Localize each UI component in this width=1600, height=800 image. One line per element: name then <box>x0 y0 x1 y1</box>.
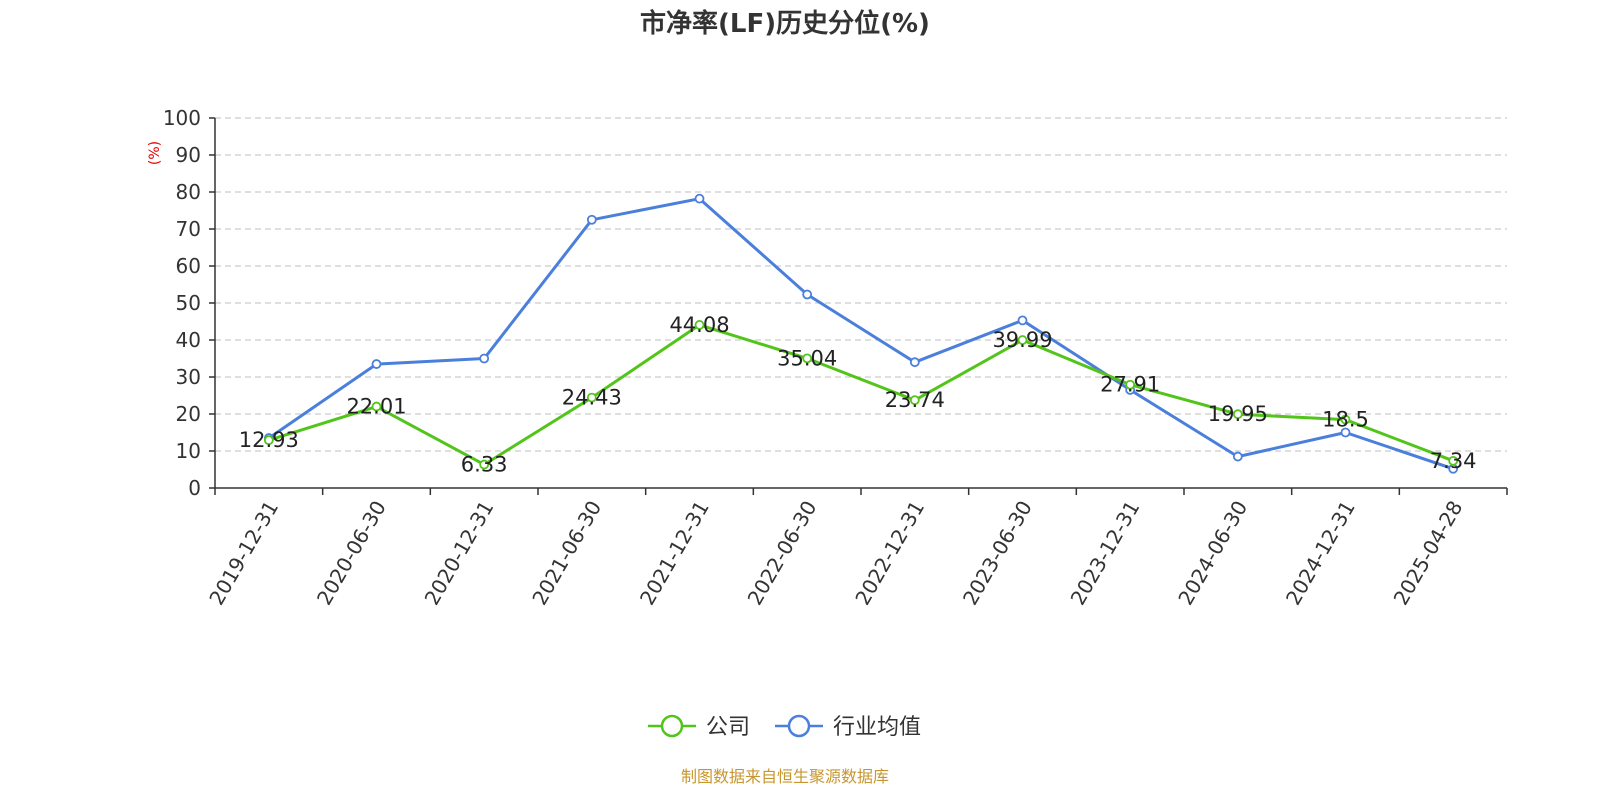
series-1-point-5 <box>802 289 813 300</box>
series-0-point-8 <box>1125 379 1136 390</box>
data-label-6: 23.74 <box>885 388 945 412</box>
x-tick-label-2021-06-30: 2021-06-30 <box>527 497 606 610</box>
y-tick-label-50: 50 <box>176 291 201 315</box>
y-tick-label-40: 40 <box>176 328 201 352</box>
legend: 公司 行业均值 <box>648 714 921 740</box>
legend-label-0: 公司 <box>706 715 750 740</box>
series-1-point-1 <box>371 359 382 369</box>
series-0-point-5 <box>802 353 813 364</box>
series-0-point-0 <box>263 435 274 446</box>
series-1-point-10 <box>1340 427 1351 438</box>
legend-marker-1 <box>787 714 811 738</box>
data-labels: 12.93 22.01 6.33 24.43 44.08 35.04 23.74 39.99 2… <box>239 313 1477 477</box>
series-1-point-2 <box>479 353 490 364</box>
x-axis-ticks: 2019-12-31 2020-06-30 2020-12-31 2021-06-30… <box>204 488 1508 610</box>
x-tick-label-2022-12-31: 2022-12-31 <box>850 496 929 609</box>
data-label-8: 27.91 <box>1100 373 1160 397</box>
y-tick-label-70: 70 <box>176 217 201 241</box>
x-tick-label-2021-12-31: 2021-12-31 <box>635 497 714 610</box>
x-tick-label-2024-06-30: 2024-06-30 <box>1173 497 1252 610</box>
series-0-point-7 <box>1017 335 1028 345</box>
x-tick-label-2020-12-31: 2020-12-31 <box>420 496 499 609</box>
data-label-3: 24.43 <box>562 386 622 410</box>
series-0-point-3 <box>586 392 597 403</box>
series-1-point-6 <box>909 357 920 368</box>
series-0-point-9 <box>1232 409 1243 420</box>
series-0-point-1 <box>371 401 382 412</box>
y-tick-label-100: 100 <box>163 106 201 130</box>
y-tick-label-10: 10 <box>176 439 201 463</box>
chart-title: 市净率(LF)历史分位(%) <box>640 8 930 39</box>
y-tick-label-60: 60 <box>176 254 201 278</box>
series-1-point-3 <box>586 214 597 225</box>
series-0-point-2 <box>479 459 490 470</box>
y-axis-ticks: 0 10 20 30 40 50 60 70 80 90 100 <box>163 106 215 500</box>
legend-marker-0 <box>660 714 684 738</box>
series-1-point-9 <box>1232 451 1243 462</box>
x-tick-label-2022-06-30: 2022-06-30 <box>743 497 822 610</box>
y-tick-label-0: 0 <box>188 476 201 500</box>
data-label-4: 44.08 <box>669 313 729 337</box>
series-0-point-10 <box>1340 414 1351 425</box>
source-note: 制图数据来自恒生聚源数据库 <box>681 767 889 786</box>
y-axis-unit-label: (%) <box>147 141 163 165</box>
x-tick-label-2019-12-31: 2019-12-31 <box>204 497 283 610</box>
x-tick-label-2020-06-30: 2020-06-30 <box>312 497 391 610</box>
data-label-10: 18.5 <box>1322 408 1369 432</box>
series-line-0 <box>268 323 1454 467</box>
y-tick-label-30: 30 <box>176 365 201 389</box>
y-tick-label-20: 20 <box>176 402 201 426</box>
series-0-point-4 <box>694 320 705 330</box>
legend-label-1: 行业均值 <box>833 715 921 740</box>
data-label-1: 22.01 <box>346 395 406 419</box>
y-tick-label-90: 90 <box>176 143 201 167</box>
y-tick-label-80: 80 <box>176 180 201 204</box>
series-line-1 <box>267 197 1454 471</box>
data-label-0: 12.93 <box>239 428 299 452</box>
series-0-point-11 <box>1448 455 1459 466</box>
series-0-point-6 <box>909 395 920 406</box>
grid-lines <box>215 117 1507 452</box>
series-points <box>263 193 1459 474</box>
x-tick-label-2023-06-30: 2023-06-30 <box>958 497 1037 610</box>
data-label-7: 39.99 <box>992 328 1052 352</box>
x-tick-label-2025-04-28: 2025-04-28 <box>1389 497 1468 610</box>
data-label-11: 7.34 <box>1430 449 1477 473</box>
data-label-9: 19.95 <box>1208 402 1268 426</box>
x-tick-label-2024-12-31: 2024-12-31 <box>1281 497 1360 610</box>
series-lines <box>267 197 1454 471</box>
data-label-5: 35.04 <box>777 346 837 370</box>
series-1-point-7 <box>1017 315 1028 326</box>
data-label-2: 6.33 <box>461 453 508 477</box>
x-tick-label-2023-12-31: 2023-12-31 <box>1066 497 1145 610</box>
series-1-point-4 <box>694 193 705 204</box>
